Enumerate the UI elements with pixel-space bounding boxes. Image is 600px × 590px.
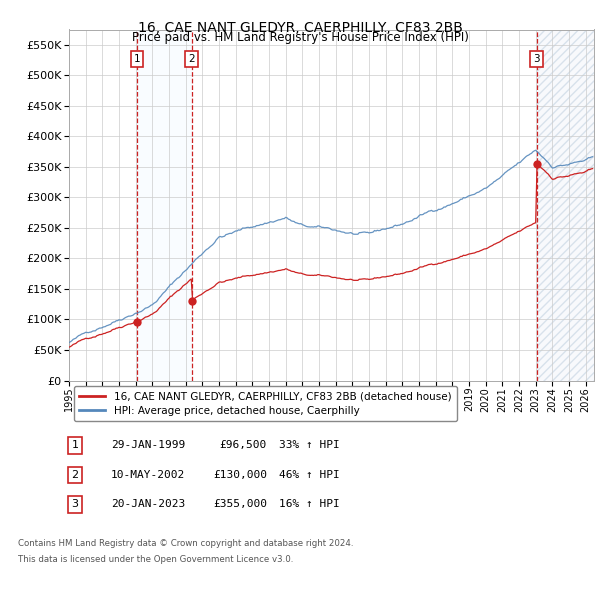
Bar	[536, 30, 600, 381]
Text: 20-JAN-2023: 20-JAN-2023	[111, 500, 185, 509]
Text: 10-MAY-2002: 10-MAY-2002	[111, 470, 185, 480]
Text: £355,000: £355,000	[213, 500, 267, 509]
Text: 1: 1	[134, 54, 140, 64]
Text: £96,500: £96,500	[220, 441, 267, 450]
Legend: 16, CAE NANT GLEDYR, CAERPHILLY, CF83 2BB (detached house), HPI: Average price, : 16, CAE NANT GLEDYR, CAERPHILLY, CF83 2B…	[74, 386, 457, 421]
Text: 3: 3	[71, 500, 79, 509]
Text: 2: 2	[188, 54, 195, 64]
Text: Price paid vs. HM Land Registry's House Price Index (HPI): Price paid vs. HM Land Registry's House …	[131, 31, 469, 44]
Bar	[536, 30, 600, 381]
Text: 46% ↑ HPI: 46% ↑ HPI	[279, 470, 340, 480]
Text: Contains HM Land Registry data © Crown copyright and database right 2024.: Contains HM Land Registry data © Crown c…	[18, 539, 353, 548]
Text: 29-JAN-1999: 29-JAN-1999	[111, 441, 185, 450]
Text: 3: 3	[533, 54, 540, 64]
Text: 1: 1	[71, 441, 79, 450]
Bar	[536, 30, 600, 381]
Text: £130,000: £130,000	[213, 470, 267, 480]
Bar	[137, 30, 191, 381]
Text: 33% ↑ HPI: 33% ↑ HPI	[279, 441, 340, 450]
Text: 16% ↑ HPI: 16% ↑ HPI	[279, 500, 340, 509]
Text: 2: 2	[71, 470, 79, 480]
Text: 16, CAE NANT GLEDYR, CAERPHILLY, CF83 2BB: 16, CAE NANT GLEDYR, CAERPHILLY, CF83 2B…	[137, 21, 463, 35]
Text: This data is licensed under the Open Government Licence v3.0.: This data is licensed under the Open Gov…	[18, 555, 293, 563]
